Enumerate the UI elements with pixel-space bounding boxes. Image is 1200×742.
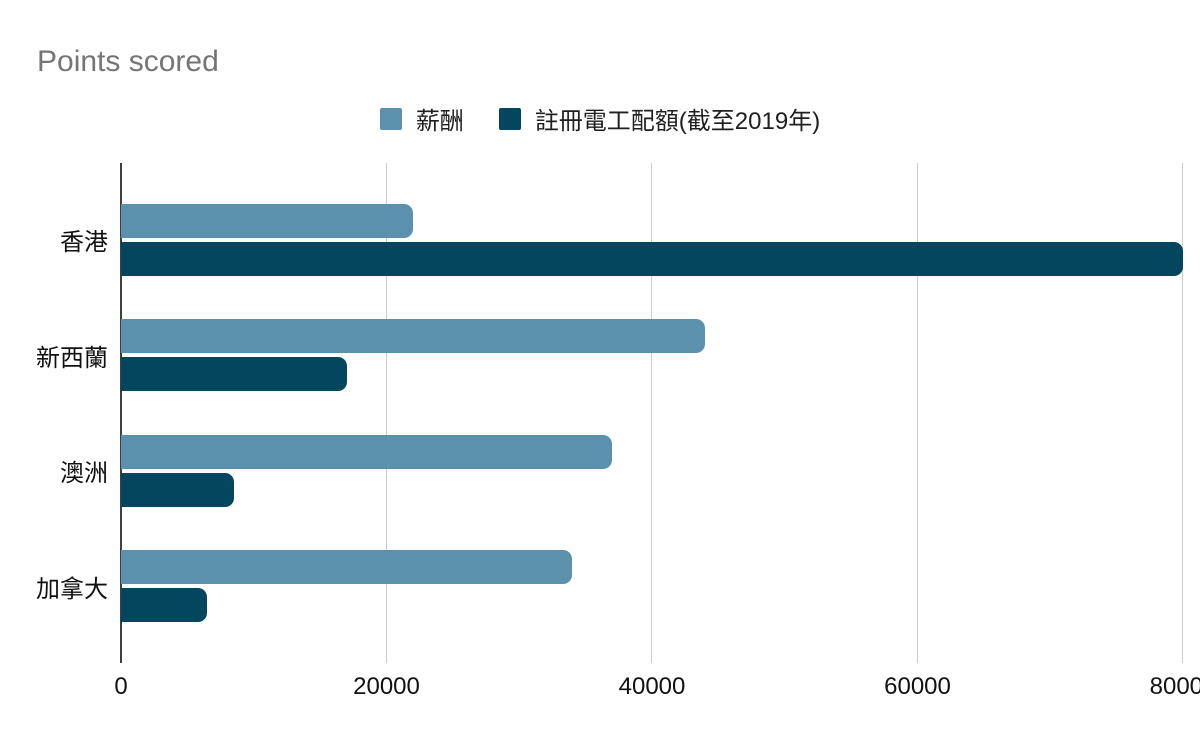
gridline-40000	[651, 163, 652, 663]
legend-item-quota[interactable]: 註冊電工配額(截至2019年)	[498, 101, 821, 136]
bar-series1-1[interactable]	[121, 203, 414, 238]
category-label-4: 加拿大	[36, 575, 108, 603]
legend-swatch-quota	[498, 107, 521, 130]
bar-series2-1[interactable]	[121, 241, 1183, 276]
bar-series2-2[interactable]	[121, 357, 347, 392]
chart-title: Points scored	[37, 45, 219, 78]
legend: 薪酬 註冊電工配額(截至2019年)	[0, 101, 1200, 136]
legend-swatch-salary	[379, 107, 402, 130]
category-label-3: 澳洲	[60, 460, 108, 488]
category-axis: 香港新西蘭澳洲加拿大	[0, 163, 108, 663]
x-tick-label-40000: 40000	[618, 673, 686, 700]
legend-label-quota: 註冊電工配額(截至2019年)	[534, 108, 821, 135]
x-tick-label-80000: 80000	[1149, 673, 1200, 700]
bar-series1-2[interactable]	[121, 319, 706, 354]
plot-area	[121, 163, 1183, 663]
legend-label-salary: 薪酬	[415, 108, 464, 135]
legend-item-salary[interactable]: 薪酬	[379, 101, 464, 136]
y-axis-line	[120, 163, 122, 663]
bar-series2-4[interactable]	[121, 588, 208, 623]
bar-group-3	[121, 413, 1183, 529]
bar-series1-3[interactable]	[121, 434, 613, 469]
x-tick-label-20000: 20000	[353, 673, 420, 700]
bar-series1-4[interactable]	[121, 550, 573, 585]
bar-group-4	[121, 529, 1183, 645]
gridline-60000	[916, 163, 918, 663]
bar-groups	[121, 163, 1183, 663]
bar-group-1	[121, 182, 1183, 298]
category-label-2: 新西蘭	[36, 344, 108, 372]
x-tick-label-60000: 60000	[884, 673, 951, 700]
gridline-80000	[1182, 163, 1183, 663]
gridline-20000	[385, 163, 387, 663]
bar-series2-3[interactable]	[121, 472, 234, 507]
category-label-1: 香港	[60, 229, 108, 257]
x-tick-label-0: 0	[114, 673, 128, 700]
bar-group-2	[121, 298, 1183, 414]
